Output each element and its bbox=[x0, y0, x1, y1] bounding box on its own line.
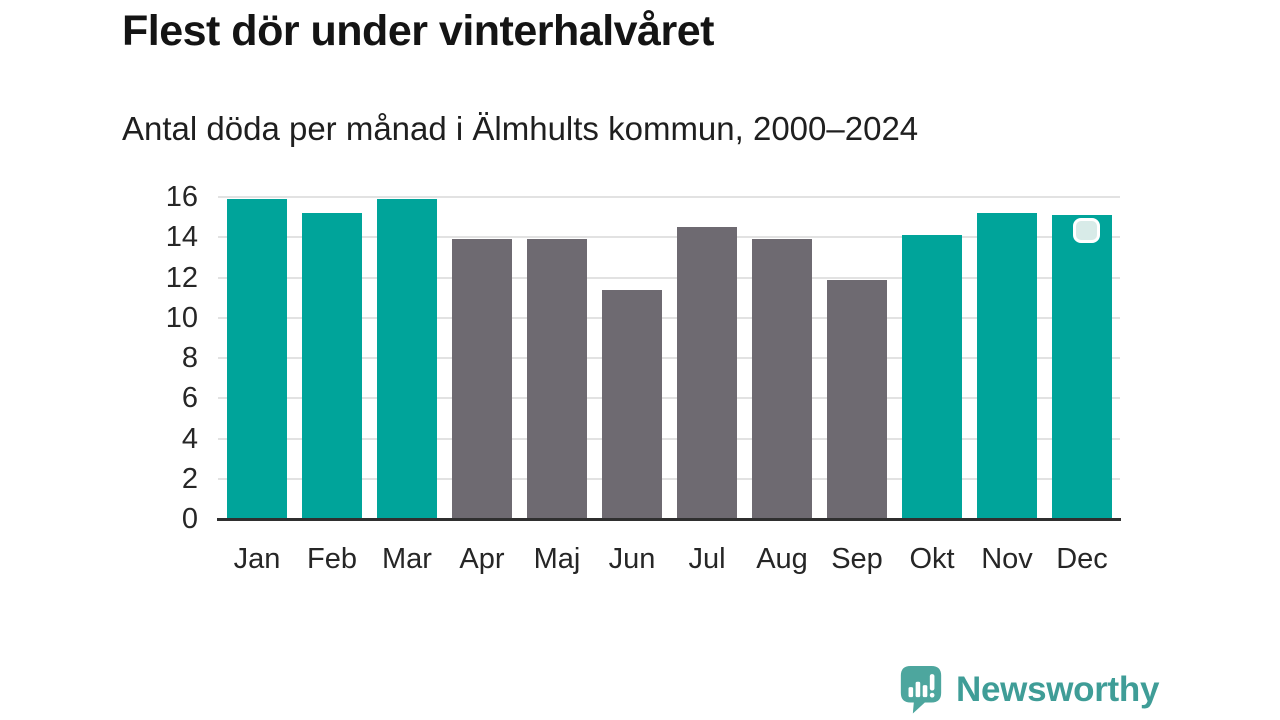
brand-name: Newsworthy bbox=[956, 669, 1160, 709]
gridline bbox=[218, 397, 1120, 400]
y-tick-label: 12 bbox=[165, 261, 198, 294]
x-tick-label-jan: Jan bbox=[233, 543, 281, 575]
x-axis-baseline bbox=[217, 518, 1121, 521]
bar-apr bbox=[452, 239, 512, 519]
x-tick-label-mar: Mar bbox=[382, 543, 432, 575]
x-tick-label-jun: Jun bbox=[608, 543, 656, 575]
x-tick-label-feb: Feb bbox=[307, 543, 357, 575]
x-tick-label-jul: Jul bbox=[688, 543, 726, 575]
bar-feb bbox=[302, 213, 362, 519]
latest-value-marker bbox=[1073, 218, 1100, 244]
x-tick-label-apr: Apr bbox=[459, 543, 505, 575]
x-tick-label-dec: Dec bbox=[1056, 543, 1108, 575]
bar-dec bbox=[1052, 215, 1112, 519]
x-tick-label-sep: Sep bbox=[831, 543, 883, 575]
y-tick-label: 2 bbox=[181, 462, 198, 495]
chart-title: Flest dör under vinterhalvåret bbox=[122, 7, 714, 55]
plot-area bbox=[218, 196, 1120, 519]
x-tick-label-maj: Maj bbox=[533, 543, 581, 575]
bar-jan bbox=[227, 199, 287, 519]
y-axis-tick-labels: 0 2 4 6 8 10 12 14 16 bbox=[0, 0, 198, 620]
gridline bbox=[218, 437, 1120, 440]
x-tick-label-aug: Aug bbox=[756, 543, 808, 575]
x-axis-labels: Jan Feb Mar Apr Maj Jun Jul Aug Sep Okt Nov Dec bbox=[218, 542, 1120, 582]
newsworthy-logo: Newsworthy bbox=[897, 663, 1159, 715]
bar-jul bbox=[677, 227, 737, 519]
bar-jun bbox=[602, 289, 662, 519]
chart-subtitle: Antal döda per månad i Älmhults kommun, … bbox=[122, 110, 919, 147]
gridline bbox=[218, 236, 1120, 239]
y-tick-label: 10 bbox=[165, 301, 198, 334]
y-tick-label: 14 bbox=[165, 221, 198, 254]
y-tick-label: 8 bbox=[181, 342, 198, 374]
x-tick-label-nov: Nov bbox=[981, 543, 1033, 575]
bar-okt bbox=[902, 235, 962, 519]
y-tick-label: 4 bbox=[181, 422, 198, 455]
newsworthy-logo-icon bbox=[900, 665, 942, 714]
bar-maj bbox=[527, 239, 587, 519]
bar-sep bbox=[827, 279, 887, 519]
bar-nov bbox=[977, 213, 1037, 519]
bar-mar bbox=[377, 199, 437, 519]
y-tick-label: 16 bbox=[165, 181, 198, 213]
y-tick-label: 6 bbox=[181, 382, 198, 415]
x-tick-label-okt: Okt bbox=[909, 543, 955, 575]
bar-aug bbox=[752, 239, 812, 519]
gridline bbox=[218, 196, 1120, 198]
y-tick-label: 0 bbox=[181, 503, 198, 535]
gridline bbox=[218, 316, 1120, 319]
gridline bbox=[218, 477, 1120, 480]
gridline bbox=[218, 357, 1120, 359]
gridline bbox=[218, 276, 1120, 279]
